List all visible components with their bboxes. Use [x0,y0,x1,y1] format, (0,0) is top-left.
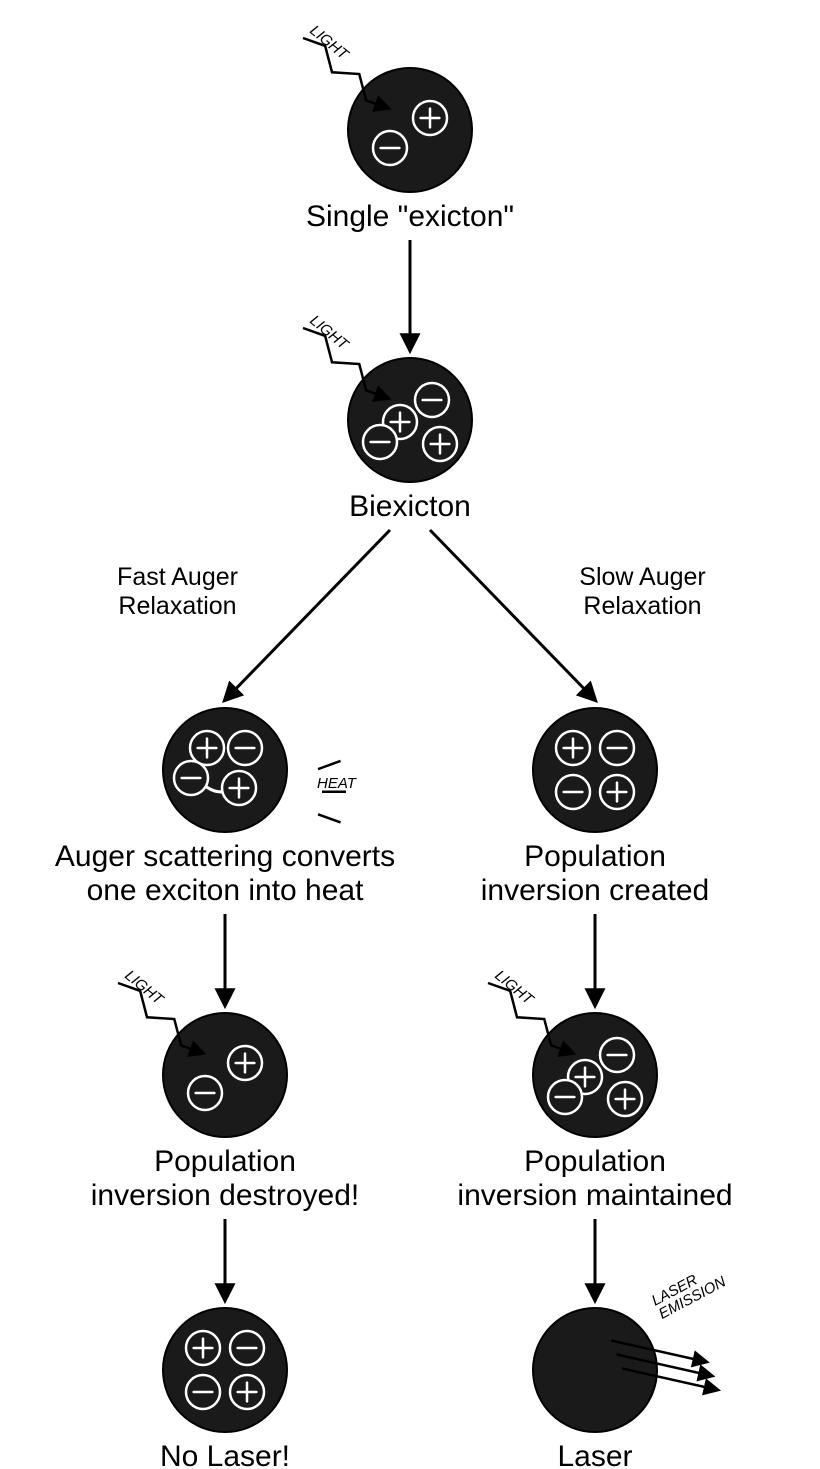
arrow-biexciton-to-pop_inv_created [430,530,595,700]
branch-label-1-0: Fast Auger [117,563,238,591]
node-label-no_laser-0: No Laser! [160,1440,290,1469]
light-label: LIGHT [306,22,352,64]
node-pop_inv_created: Populationinversion created [481,708,709,907]
arrow-biexciton-to-auger_heat [225,530,390,700]
light-label: LIGHT [491,967,537,1009]
node-single_exciton: LIGHT Single "exicton" [303,22,514,233]
node-label-biexciton-0: Biexicton [349,490,471,523]
node-label-laser-0: Laser [557,1440,632,1469]
heat-label: HEAT [317,775,358,792]
node-label-auger_heat-1: one exciton into heat [87,874,365,907]
branch-label-2-0: Slow Auger [579,563,705,591]
node-auger_heat: HEAT Auger scattering convertsone exciton… [55,708,395,907]
node-label-pop_inv_maintained-1: inversion maintained [457,1179,732,1212]
node-laser: LASEREMISSIONLaser [533,1260,729,1469]
node-biexciton: LIGHT Biexicton [303,312,472,523]
light-label: LIGHT [306,312,352,354]
node-label-single_exciton-0: Single "exicton" [306,200,514,233]
node-label-auger_heat-0: Auger scattering converts [55,840,395,873]
node-label-pop_inv_maintained-0: Population [524,1145,666,1178]
diagram-canvas: LIGHT Single "exicton" LIGHT Biexicton HEAT A… [0,0,820,1469]
node-label-pop_inv_destroyed-1: inversion destroyed! [91,1179,359,1212]
branch-label-2-1: Relaxation [583,592,701,620]
node-label-pop_inv_created-1: inversion created [481,874,709,907]
node-label-pop_inv_destroyed-0: Population [154,1145,296,1178]
node-no_laser: No Laser! [160,1308,290,1469]
light-label: LIGHT [121,967,167,1009]
branch-label-1-1: Relaxation [118,592,236,620]
node-label-pop_inv_created-0: Population [524,840,666,873]
